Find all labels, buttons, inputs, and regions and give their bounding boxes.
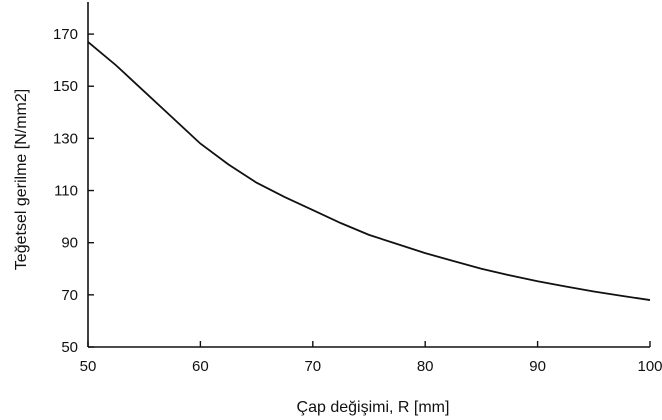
series-layer bbox=[87, 41, 651, 301]
y-tick-label: 170 bbox=[53, 26, 78, 43]
y-tick-label: 50 bbox=[61, 339, 78, 356]
y-axis-title: Teğetsel gerilme [N/mm2] bbox=[13, 89, 30, 270]
y-tick-label: 70 bbox=[61, 287, 78, 304]
x-axis-title: Çap değişimi, R [mm] bbox=[297, 399, 450, 416]
y-ticks: 50 70 90 110 130 150 170 bbox=[53, 26, 94, 356]
x-tick-label: 90 bbox=[529, 358, 546, 375]
x-tick-label: 70 bbox=[304, 358, 321, 375]
y-tick-label: 90 bbox=[61, 235, 78, 252]
x-tick-label: 80 bbox=[417, 358, 434, 375]
series-line-0 bbox=[87, 41, 651, 301]
x-tick-label: 50 bbox=[80, 358, 97, 375]
y-tick-label: 130 bbox=[53, 130, 78, 147]
y-tick-label: 110 bbox=[54, 183, 78, 200]
x-tick-label: 100 bbox=[637, 358, 662, 375]
axes bbox=[87, 2, 650, 348]
x-tick-label: 60 bbox=[192, 358, 209, 375]
x-ticks: 50 60 70 80 90 100 bbox=[80, 341, 662, 375]
y-tick-label: 150 bbox=[53, 78, 78, 95]
